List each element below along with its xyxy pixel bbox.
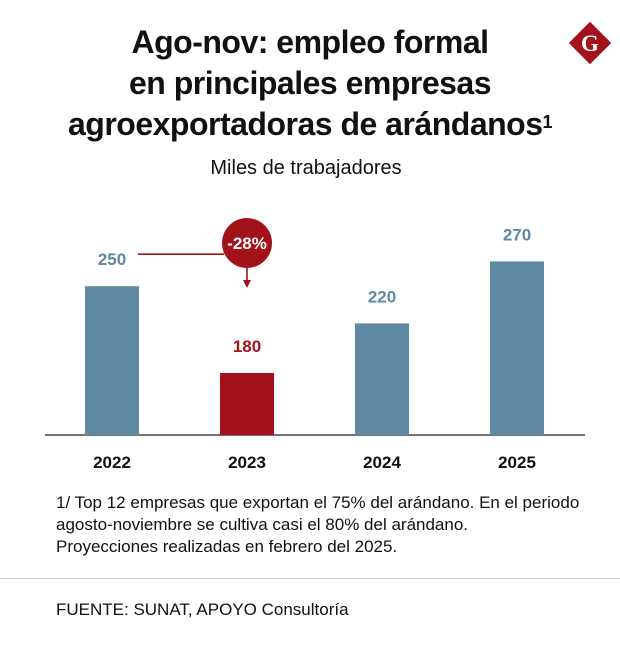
title-line-3-text: agroexportadoras de arándanos bbox=[67, 106, 543, 142]
value-label-2022: 250 bbox=[98, 250, 126, 269]
title-line-3: agroexportadoras de arándanos1 bbox=[20, 104, 600, 145]
value-label-2025: 270 bbox=[503, 225, 531, 244]
title-line-2: en principales empresas bbox=[128, 65, 492, 101]
title-line-1: Ago-nov: empleo formal bbox=[131, 24, 489, 60]
x-tick-2022: 2022 bbox=[93, 453, 131, 472]
logo-letter: G bbox=[581, 31, 599, 56]
footnote-line-2: agosto-noviembre se cultiva casi el 80% … bbox=[56, 515, 469, 534]
bar-2024 bbox=[355, 323, 409, 435]
bar-2022 bbox=[85, 286, 139, 435]
source-text: FUENTE: SUNAT, APOYO Consultoría bbox=[56, 600, 349, 619]
bar-2025 bbox=[490, 261, 544, 435]
divider bbox=[0, 578, 620, 579]
bar-chart: 250 2022 180 2023 220 2024 270 2025 -28% bbox=[45, 218, 585, 472]
value-label-2024: 220 bbox=[368, 287, 396, 306]
x-tick-2025: 2025 bbox=[498, 453, 536, 472]
bar-2023 bbox=[220, 373, 274, 435]
footnote-line-3: Proyecciones realizadas en febrero del 2… bbox=[56, 537, 398, 556]
footnote-line-1: 1/ Top 12 empresas que exportan el 75% d… bbox=[56, 493, 580, 512]
change-annotation: -28% bbox=[138, 218, 272, 288]
bars-group: 250 2022 180 2023 220 2024 270 2025 bbox=[85, 225, 544, 472]
down-arrow-icon bbox=[243, 280, 251, 288]
gestion-logo-icon: G bbox=[568, 21, 612, 65]
x-tick-2023: 2023 bbox=[228, 453, 266, 472]
chart-subtitle: Miles de trabajadores bbox=[210, 157, 402, 179]
title-footnote-marker: 1 bbox=[542, 112, 553, 132]
x-tick-2024: 2024 bbox=[363, 453, 401, 472]
value-label-2023: 180 bbox=[233, 337, 261, 356]
footnote: 1/ Top 12 empresas que exportan el 75% d… bbox=[56, 492, 612, 558]
chart-title: Ago-nov: empleo formal en principales em… bbox=[20, 22, 600, 145]
annotation-badge bbox=[222, 218, 272, 268]
annotation-badge-text: -28% bbox=[227, 234, 267, 253]
